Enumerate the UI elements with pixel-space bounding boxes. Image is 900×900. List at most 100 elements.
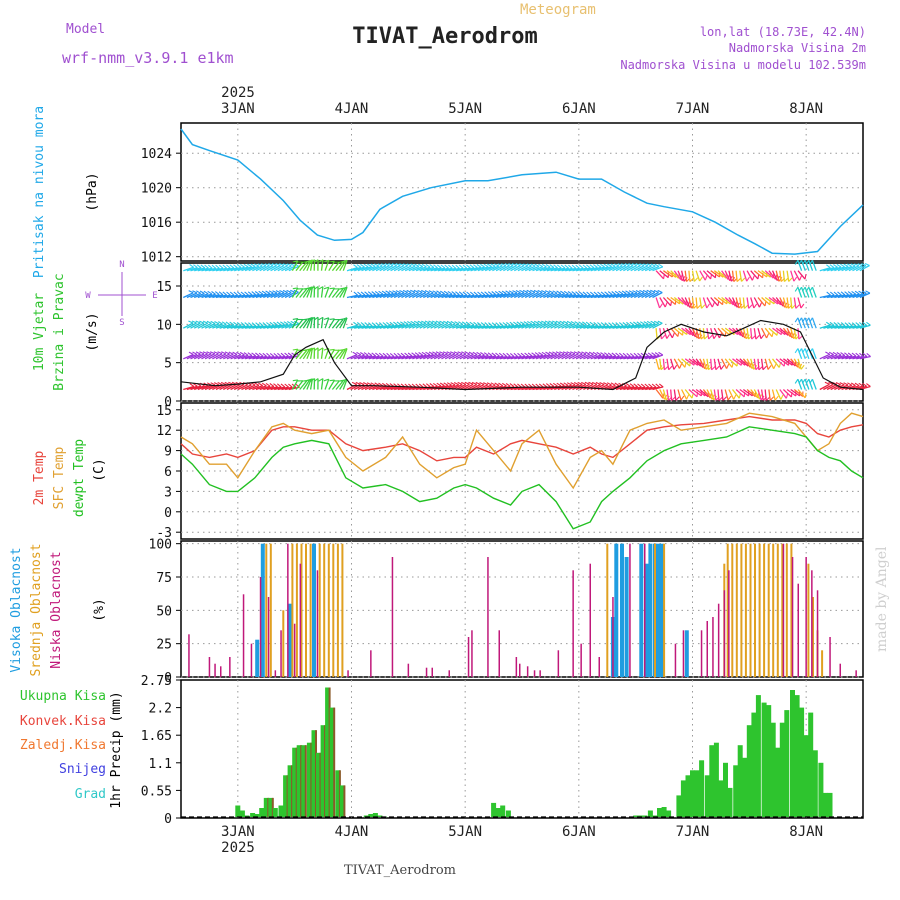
- wind-barb-feather: [568, 264, 573, 269]
- wind-barb-feather: [618, 352, 624, 357]
- wind-barb-feather: [538, 383, 544, 388]
- cloud-series-label-1: Visoka Oblacnost: [9, 547, 24, 672]
- wind-barb-feather: [866, 352, 871, 357]
- precip-bar-convective: [310, 742, 313, 817]
- wind-barb: [579, 267, 591, 272]
- cloud-bar-low: [208, 657, 211, 677]
- wind-barb: [804, 286, 810, 298]
- wind-barb-feather: [628, 262, 634, 267]
- wind-barb-feather: [640, 321, 645, 325]
- precip-bar: [292, 747, 298, 817]
- wind-barb-feather: [261, 263, 267, 267]
- cloud-bar-mid: [318, 543, 321, 677]
- wind-barb: [441, 267, 453, 272]
- y-tick-label: 0: [164, 671, 172, 686]
- wind-barb: [590, 354, 602, 360]
- wind-barb: [361, 325, 373, 329]
- wind-barb: [768, 389, 771, 401]
- wind-barb: [706, 270, 716, 279]
- wind-barb: [746, 358, 753, 369]
- wind-barb: [379, 292, 391, 299]
- wind-barb-feather: [439, 320, 445, 324]
- wind-barb-feather: [371, 291, 377, 295]
- wind-barb: [804, 348, 810, 360]
- wind-barb-feather: [614, 382, 620, 387]
- wind-barb: [764, 296, 775, 305]
- wind-barb: [786, 297, 790, 309]
- wind-barb: [775, 327, 786, 336]
- wind-barb-feather: [268, 262, 274, 267]
- cloud-bar-low: [519, 663, 521, 677]
- wind-barb: [684, 389, 693, 399]
- wind-barb-feather: [611, 291, 617, 295]
- wind-barb-feather: [261, 382, 267, 387]
- wind-barb-feather: [491, 322, 497, 327]
- wind-barb: [626, 264, 638, 272]
- wind-barb-feather: [393, 321, 398, 326]
- wind-barb: [550, 322, 561, 329]
- wind-barb-feather: [292, 260, 298, 263]
- cloud-bar-high: [260, 543, 265, 677]
- wind-barb: [764, 389, 767, 401]
- x-tick-top-7JAN: 7JAN: [676, 101, 710, 117]
- wind-barb: [605, 325, 617, 329]
- wind-barb: [782, 297, 788, 309]
- wind-barb: [194, 267, 206, 272]
- wind-barb-feather: [804, 274, 807, 280]
- wind-barb: [506, 355, 518, 360]
- wind-barb-feather: [708, 335, 713, 340]
- wind-barb-feather: [450, 320, 456, 325]
- wind-barb-feather: [505, 290, 511, 294]
- wind-barb: [834, 266, 845, 272]
- wind-barb: [412, 265, 423, 272]
- wind-barb-feather: [664, 302, 668, 308]
- wind-barb-feather: [798, 286, 802, 292]
- cloud-bar-low: [229, 657, 231, 677]
- wind-barb-feather: [544, 290, 550, 294]
- wind-barb: [241, 265, 252, 272]
- wind-barb: [666, 270, 677, 278]
- wind-barb-feather: [229, 291, 235, 296]
- wind-barb: [856, 355, 868, 360]
- wind-barb-feather: [480, 322, 486, 327]
- wind-barb: [670, 358, 675, 370]
- wind-barb: [702, 358, 707, 370]
- wind-barb-feather: [586, 291, 591, 296]
- wind-barb: [782, 270, 786, 282]
- wind-barb: [186, 385, 198, 391]
- footer-station: TIVAT_Aerodrom: [344, 863, 456, 878]
- wind-barb-feather: [397, 352, 402, 357]
- wind-barb-feather: [318, 378, 324, 382]
- wind-barb-feather: [533, 320, 539, 324]
- wind-barb-feather: [225, 321, 231, 326]
- wind-barb: [342, 317, 348, 329]
- wind-barb: [659, 297, 666, 308]
- wind-barb-feather: [457, 351, 463, 355]
- wind-barb: [601, 325, 613, 329]
- cloud-bar-low: [644, 543, 646, 677]
- wind-barb: [230, 266, 242, 272]
- wind-barb: [532, 291, 543, 299]
- precip-label-frozen: Zaledj.Kisa: [20, 738, 106, 753]
- cloud-bar-low: [855, 670, 857, 677]
- wind-barb-feather: [400, 321, 405, 325]
- cloud-bar-low: [557, 650, 560, 677]
- wind-barb: [437, 293, 449, 299]
- wind-barb: [557, 353, 569, 360]
- wind-barb-feather: [530, 289, 536, 293]
- wind-barb: [455, 323, 467, 329]
- wind-barb: [800, 317, 806, 329]
- wind-barb-feather: [221, 321, 227, 325]
- wind-barb: [405, 355, 416, 360]
- wind-barb-feather: [511, 262, 517, 267]
- cloud-bar-high: [639, 543, 644, 677]
- wind-barb: [364, 293, 376, 299]
- precip-bar: [799, 707, 805, 817]
- wind-barb-feather: [675, 396, 680, 401]
- wind-barb: [422, 322, 434, 329]
- wind-barb-feather: [523, 321, 529, 325]
- cloud-bar-low: [274, 670, 277, 677]
- wind-barb-feather: [624, 262, 630, 267]
- wind-barb-feather: [784, 277, 789, 282]
- wind-barb-feather: [517, 352, 522, 357]
